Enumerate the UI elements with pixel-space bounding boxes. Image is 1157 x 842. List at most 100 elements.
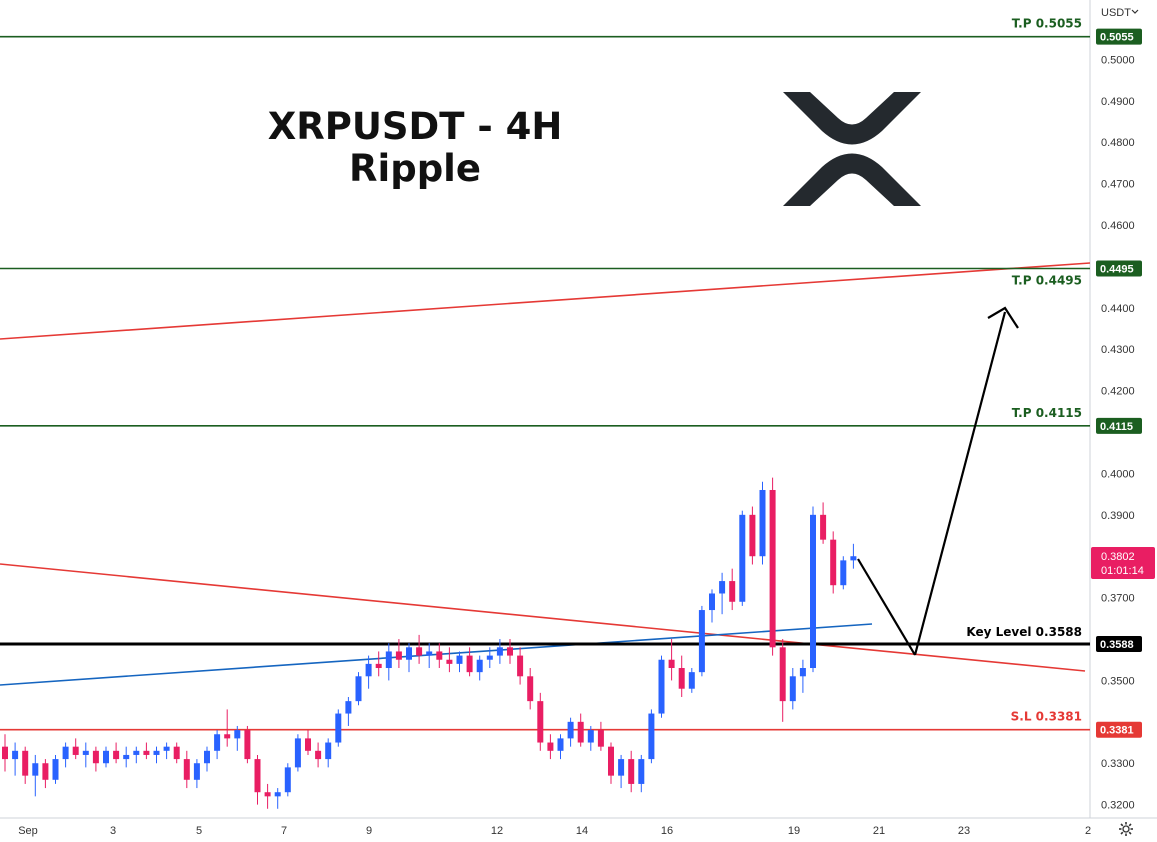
candle[interactable] xyxy=(547,734,554,760)
candle[interactable] xyxy=(678,655,685,697)
candle[interactable] xyxy=(183,750,190,789)
candle[interactable] xyxy=(406,643,412,673)
candle[interactable] xyxy=(789,668,796,710)
candle[interactable] xyxy=(123,746,130,768)
candle[interactable] xyxy=(294,734,301,772)
candle[interactable] xyxy=(42,759,49,789)
candle[interactable] xyxy=(537,692,544,751)
candle[interactable] xyxy=(597,721,604,751)
candle[interactable] xyxy=(496,639,503,664)
candle[interactable] xyxy=(82,742,89,768)
candle[interactable] xyxy=(830,531,837,594)
projection-arrow-up[interactable] xyxy=(913,311,1007,656)
candle[interactable] xyxy=(315,742,322,768)
candle[interactable] xyxy=(214,730,221,760)
candle[interactable] xyxy=(325,738,332,768)
projection-arrow-down[interactable] xyxy=(857,558,916,656)
level-tp-0[interactable]: T.P 0.5055 0.5055 xyxy=(0,17,1142,45)
candle[interactable] xyxy=(779,639,786,722)
candle[interactable] xyxy=(92,746,99,772)
candle[interactable] xyxy=(193,759,200,789)
candle[interactable] xyxy=(820,502,827,544)
candle[interactable] xyxy=(163,742,170,760)
candle[interactable] xyxy=(32,754,39,797)
candle[interactable] xyxy=(335,709,342,747)
candle[interactable] xyxy=(153,746,160,764)
candle[interactable] xyxy=(133,746,140,764)
candle[interactable] xyxy=(608,742,614,784)
candle[interactable] xyxy=(840,556,847,590)
candle[interactable] xyxy=(719,572,726,615)
candle[interactable] xyxy=(224,709,231,747)
candle[interactable] xyxy=(698,605,705,677)
candle[interactable] xyxy=(345,696,352,726)
candle[interactable] xyxy=(628,750,635,793)
candle[interactable] xyxy=(476,655,483,681)
candle[interactable] xyxy=(739,510,746,606)
candle[interactable] xyxy=(12,742,19,776)
candle[interactable] xyxy=(234,725,241,751)
candle[interactable] xyxy=(72,738,79,760)
candle[interactable] xyxy=(274,788,281,809)
candle[interactable] xyxy=(527,668,534,710)
candle[interactable] xyxy=(375,651,382,677)
candle[interactable] xyxy=(648,709,655,764)
candle[interactable] xyxy=(385,643,392,681)
candle[interactable] xyxy=(305,730,311,755)
candle[interactable] xyxy=(577,713,584,747)
candle[interactable] xyxy=(709,589,715,623)
candle[interactable] xyxy=(658,655,665,718)
candle[interactable] xyxy=(204,746,210,772)
candle[interactable] xyxy=(749,506,756,565)
candle[interactable] xyxy=(416,634,423,664)
candle[interactable] xyxy=(103,746,109,768)
candle[interactable] xyxy=(355,672,362,706)
candle[interactable] xyxy=(173,742,180,764)
candle[interactable] xyxy=(143,742,150,760)
level-key-3[interactable]: Key Level 0.3588 0.3588 xyxy=(0,625,1142,652)
candle[interactable] xyxy=(62,742,69,768)
level-tp-2[interactable]: T.P 0.4115 0.4115 xyxy=(0,406,1142,434)
candle[interactable] xyxy=(113,742,120,764)
candle[interactable] xyxy=(810,506,816,673)
candle[interactable] xyxy=(2,734,8,772)
candle[interactable] xyxy=(638,754,645,793)
candle[interactable] xyxy=(395,639,402,669)
candle[interactable] xyxy=(799,659,806,693)
level-price-badge xyxy=(1096,721,1142,738)
upper-channel-line[interactable] xyxy=(0,262,1091,340)
candle[interactable] xyxy=(557,734,564,760)
candle[interactable] xyxy=(507,639,513,664)
currency-menu[interactable]: USDT xyxy=(1101,7,1131,19)
candle[interactable] xyxy=(567,717,574,747)
candle[interactable] xyxy=(587,725,594,751)
candle[interactable] xyxy=(446,647,453,673)
candle[interactable] xyxy=(850,543,857,569)
candle[interactable] xyxy=(284,763,291,797)
candle[interactable] xyxy=(486,647,493,669)
candle[interactable] xyxy=(436,643,443,669)
candle[interactable] xyxy=(759,481,766,565)
level-tp-1[interactable]: T.P 0.4495 0.4495 xyxy=(0,260,1142,288)
chevron-down-icon[interactable] xyxy=(1131,9,1139,14)
candle[interactable] xyxy=(365,655,372,689)
candle[interactable] xyxy=(244,725,251,764)
candle[interactable] xyxy=(517,647,524,685)
descending-trend-line[interactable] xyxy=(0,563,1086,672)
candle[interactable] xyxy=(52,754,59,784)
candle[interactable] xyxy=(456,651,463,673)
ascending-trend-line[interactable] xyxy=(0,623,873,686)
candle[interactable] xyxy=(466,647,473,677)
candle[interactable] xyxy=(22,746,29,784)
gear-icon[interactable] xyxy=(1118,821,1134,837)
candle[interactable] xyxy=(688,668,695,693)
candle[interactable] xyxy=(769,477,776,656)
level-sl-4[interactable]: S.L 0.3381 0.3381 xyxy=(0,710,1142,738)
candle[interactable] xyxy=(426,643,433,669)
candle[interactable] xyxy=(254,754,261,805)
candle[interactable] xyxy=(618,754,625,789)
candle[interactable] xyxy=(264,783,271,809)
candle[interactable] xyxy=(729,568,736,611)
candle[interactable] xyxy=(668,639,675,681)
